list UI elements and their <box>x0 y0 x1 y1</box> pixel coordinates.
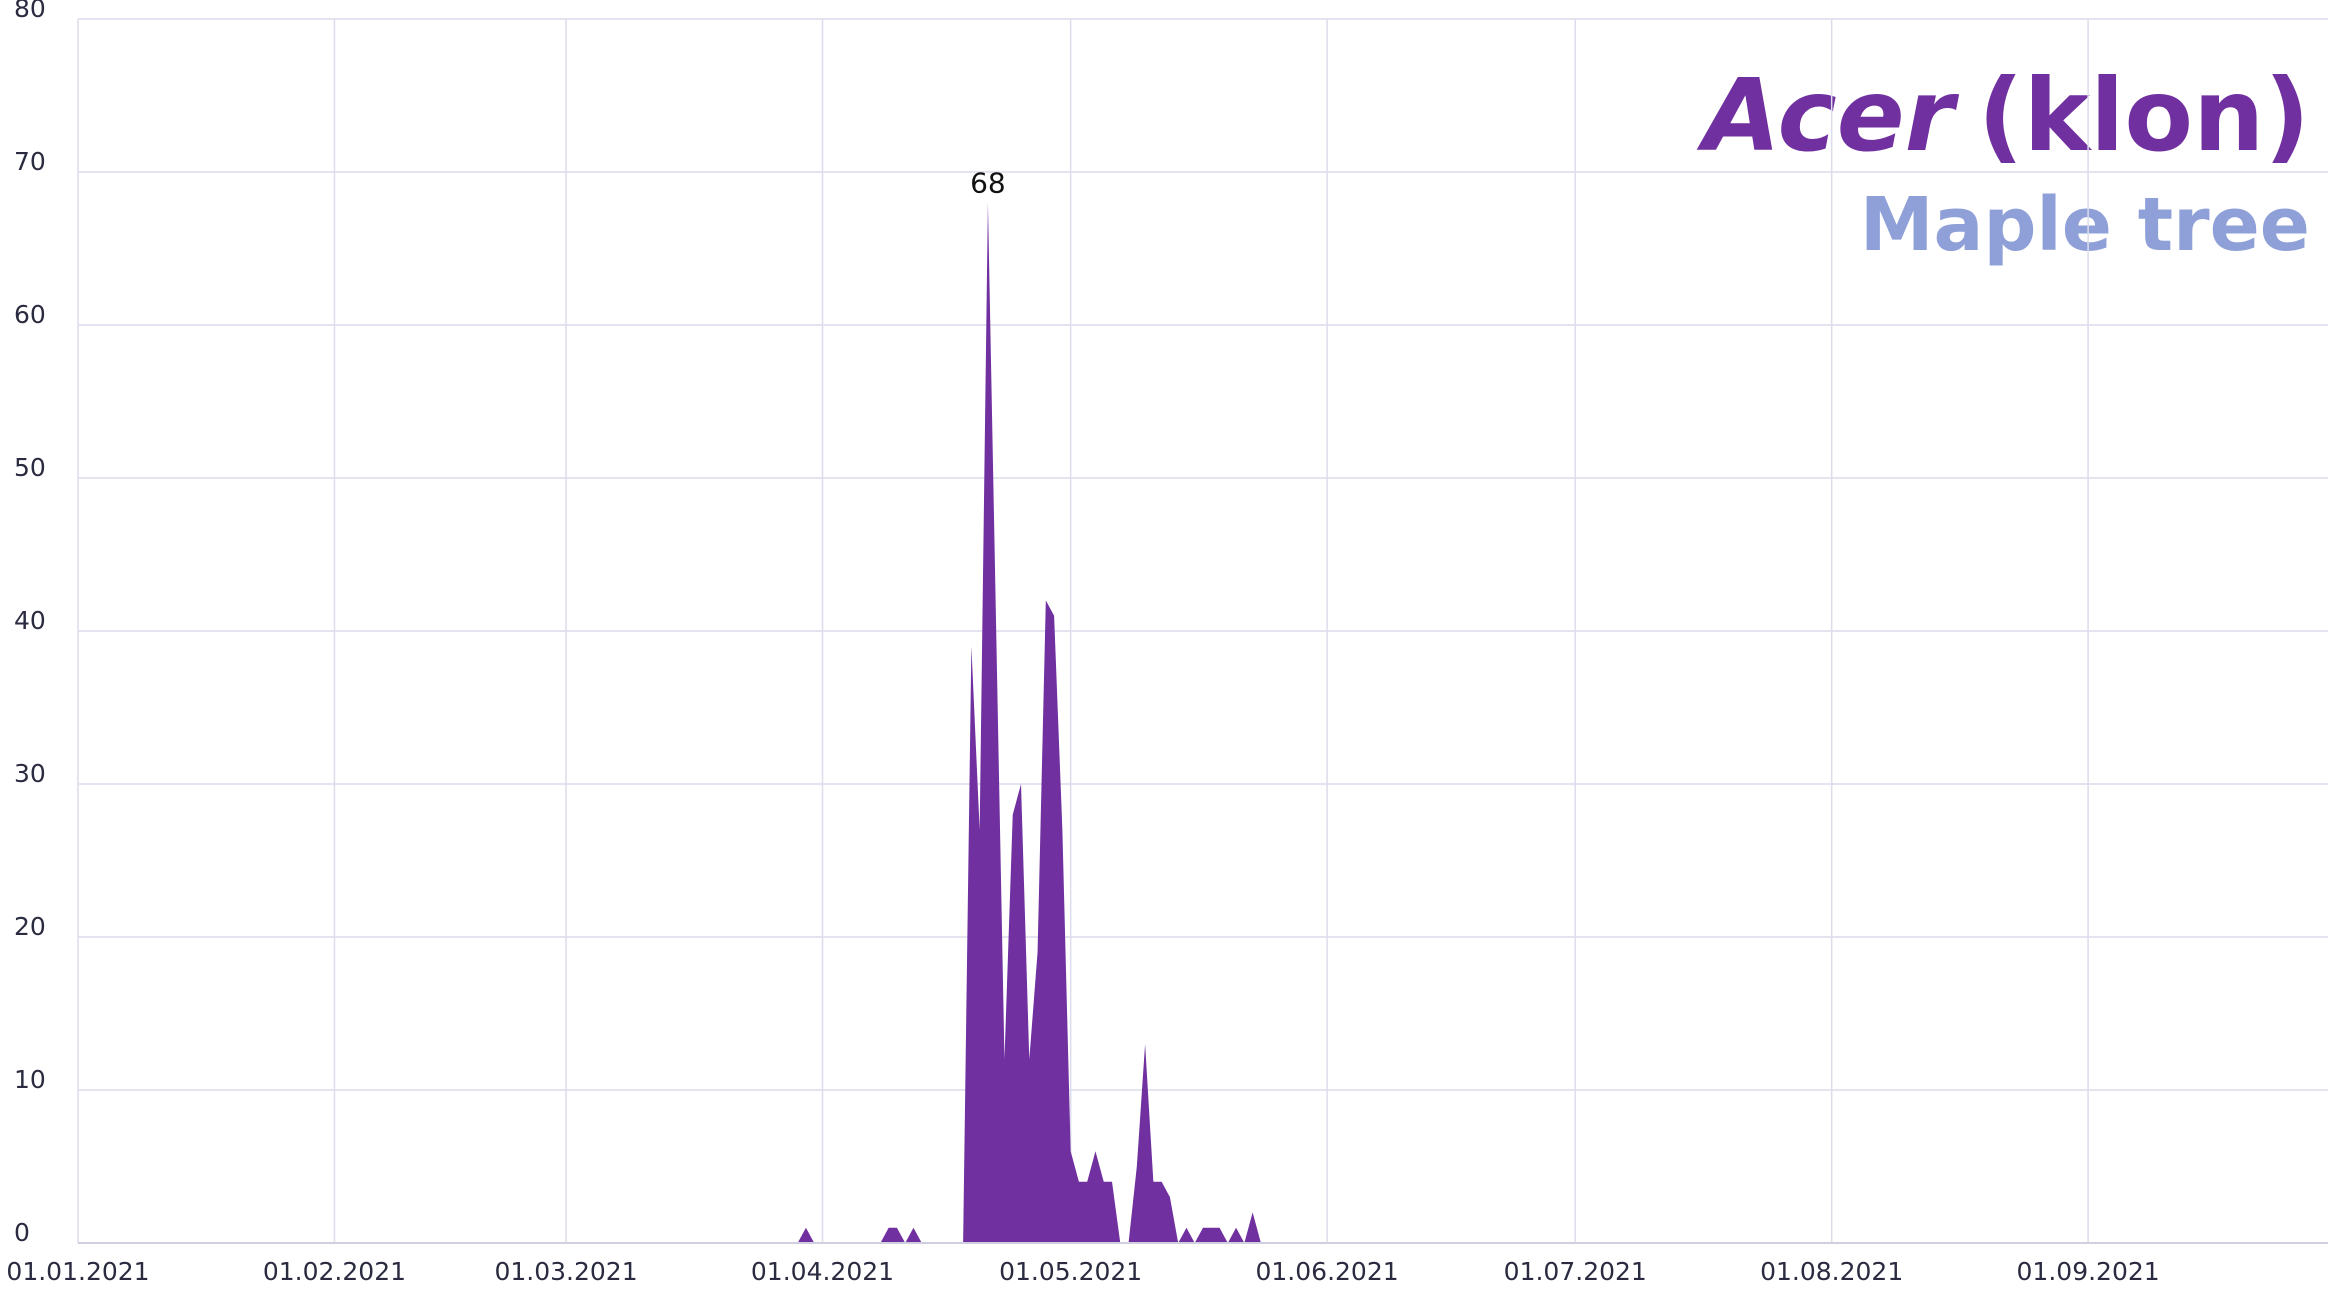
title-note: (klon) <box>1978 57 2310 174</box>
y-tick-label: 70 <box>14 147 46 176</box>
x-tick-label: 01.05.2021 <box>999 1257 1142 1286</box>
y-tick-label: 0 <box>14 1218 30 1247</box>
x-tick-label: 01.08.2021 <box>1760 1257 1903 1286</box>
x-tick-label: 01.07.2021 <box>1504 1257 1647 1286</box>
y-tick-label: 80 <box>14 0 46 23</box>
area <box>797 202 1261 1244</box>
x-tick-label: 01.03.2021 <box>494 1257 637 1286</box>
y-tick-label: 60 <box>14 300 46 329</box>
y-tick-label: 30 <box>14 759 46 788</box>
y-tick-label: 10 <box>14 1065 46 1094</box>
title-genus: Acer <box>1696 57 1959 174</box>
annotation: 68 <box>970 167 1006 200</box>
y-tick-label: 50 <box>14 453 46 482</box>
chart-subtitle: Maple tree <box>1860 182 2310 268</box>
x-tick-label: 01.06.2021 <box>1256 1257 1399 1286</box>
y-tick-label: 20 <box>14 912 46 941</box>
x-tick-label: 01.02.2021 <box>263 1257 406 1286</box>
x-tick-label: 01.04.2021 <box>751 1257 894 1286</box>
x-tick-label: 01.09.2021 <box>2017 1257 2160 1286</box>
y-tick-label: 40 <box>14 606 46 635</box>
chart-title: Acer (klon) <box>1696 57 2310 174</box>
x-tick-label: 01.01.2021 <box>6 1257 149 1286</box>
